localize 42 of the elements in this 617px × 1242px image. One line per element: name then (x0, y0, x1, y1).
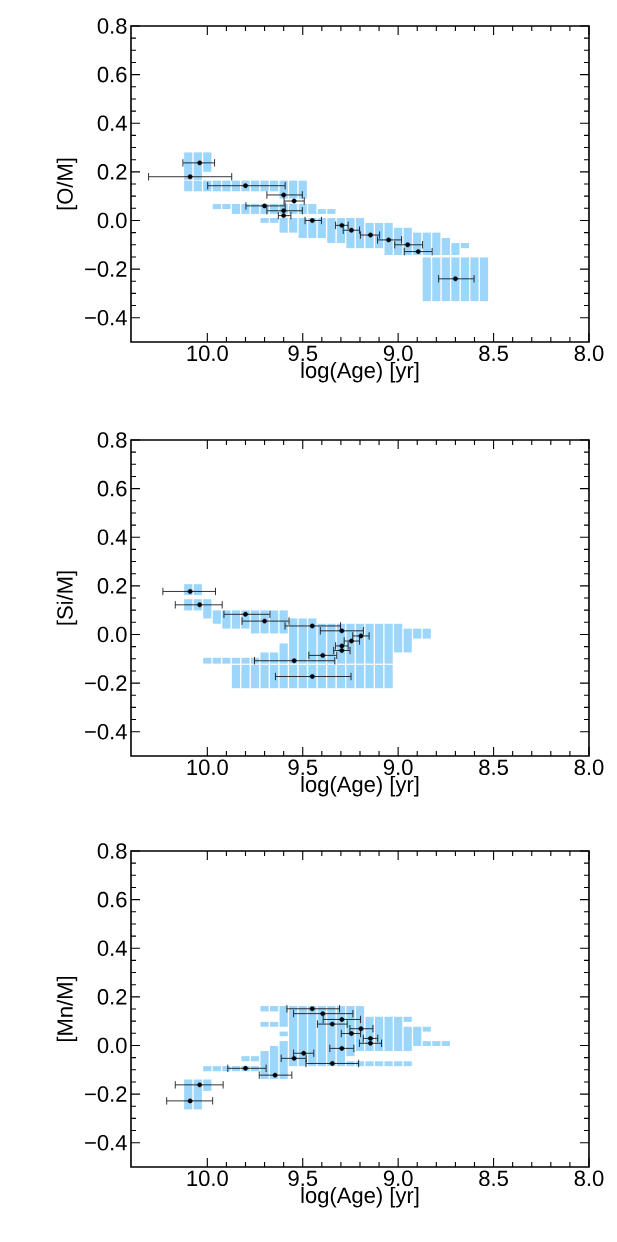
x-tick-label: 9.5 (288, 345, 318, 362)
y-tick-label: 0.6 (97, 66, 127, 83)
y-tick-label: 0.6 (97, 480, 127, 497)
x-tick-label: 10.0 (187, 345, 228, 362)
y-axis-title: [O/M] (56, 158, 78, 210)
y-tick-label: 0.6 (97, 891, 127, 908)
y-tick-label: 0.4 (97, 529, 127, 546)
y-tick-label: 0.8 (97, 432, 127, 448)
x-tick-label: 8.0 (574, 759, 604, 776)
y-tick-label: 0.0 (97, 212, 127, 229)
y-tick-label: −0.2 (85, 675, 127, 691)
x-tick-label: 9.5 (288, 759, 318, 776)
y-tick-label: 0.4 (97, 940, 127, 957)
x-tick-label: 9.0 (383, 1170, 413, 1187)
y-axis-title: [Mn/M] (56, 976, 78, 1042)
y-axis-title: [Si/M] (56, 571, 78, 625)
x-tick-label: 9.0 (383, 759, 413, 776)
x-tick-label: 8.0 (574, 345, 604, 362)
x-tick-label: 8.0 (574, 1170, 604, 1187)
y-tick-label: −0.2 (85, 1086, 127, 1102)
y-tick-label: −0.4 (85, 309, 127, 326)
x-tick-label: 10.0 (187, 759, 228, 776)
y-tick-label: −0.4 (85, 723, 127, 740)
y-tick-label: −0.4 (85, 1134, 127, 1151)
y-tick-label: 0.2 (97, 578, 127, 594)
x-tick-label: 8.5 (479, 1170, 508, 1187)
y-tick-label: 0.0 (97, 626, 127, 643)
y-tick-label: −0.2 (85, 261, 127, 277)
x-tick-label: 10.0 (187, 1170, 228, 1187)
x-axis-title: log(Age) [yr] (301, 361, 419, 383)
x-tick-label: 9.0 (383, 345, 413, 362)
y-tick-label: 0.8 (97, 18, 127, 34)
y-tick-label: 0.0 (97, 1037, 127, 1054)
x-axis-title: log(Age) [yr] (301, 775, 419, 797)
y-tick-label: 0.2 (97, 164, 127, 180)
x-tick-label: 9.5 (288, 1170, 318, 1187)
x-tick-label: 8.5 (479, 759, 508, 776)
x-axis-title: log(Age) [yr] (301, 1186, 419, 1208)
y-tick-label: 0.2 (97, 989, 127, 1005)
y-tick-label: 0.8 (97, 843, 127, 859)
y-tick-label: 0.4 (97, 115, 127, 132)
x-tick-label: 8.5 (479, 345, 508, 362)
